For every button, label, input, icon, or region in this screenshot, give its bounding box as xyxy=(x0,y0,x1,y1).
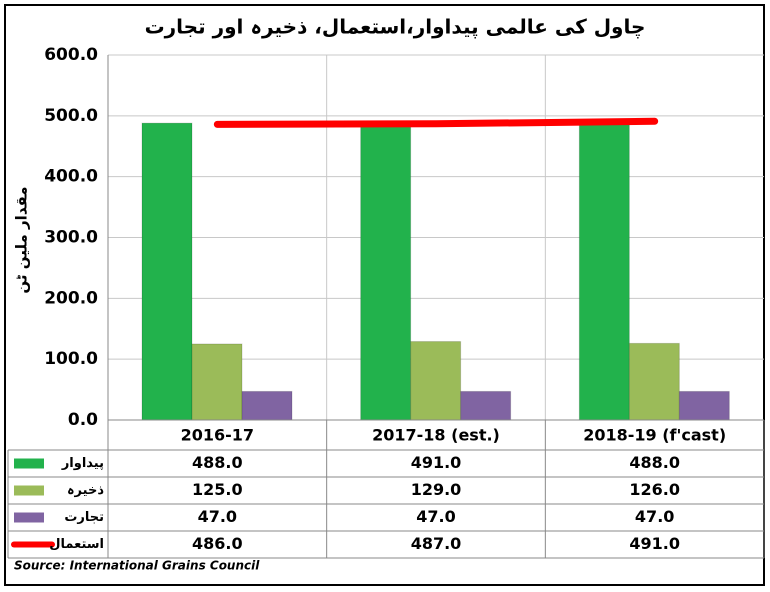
y-tick-label: 500.0 xyxy=(44,106,98,126)
bar xyxy=(460,390,512,421)
legend-swatch xyxy=(14,458,44,469)
y-tick-label: 0.0 xyxy=(68,410,98,430)
legend-swatch xyxy=(14,512,44,523)
legend-label: ذخیرہ xyxy=(67,483,104,498)
y-tick-label: 100.0 xyxy=(44,349,98,369)
bar xyxy=(360,120,412,421)
table-value: 129.0 xyxy=(411,480,462,499)
table-value: 488.0 xyxy=(192,453,243,472)
y-tick-label: 300.0 xyxy=(44,228,98,248)
table-value: 486.0 xyxy=(192,534,243,553)
table-value: 488.0 xyxy=(629,453,680,472)
x-tick-label: 2016-17 xyxy=(181,426,254,445)
legend-label: پیداوار xyxy=(61,456,104,471)
bar xyxy=(241,390,293,421)
bar xyxy=(678,390,730,421)
legend-label: استعمال xyxy=(49,537,104,552)
table-value: 126.0 xyxy=(629,480,680,499)
table-value: 47.0 xyxy=(198,507,237,526)
y-axis-title: مقدار ملین ٹن xyxy=(13,186,31,293)
y-tick-label: 600.0 xyxy=(44,45,98,65)
chart-title: چاول کی عالمی پیداوار،استعمال، ذخیرہ اور… xyxy=(145,15,646,40)
y-tick-label: 200.0 xyxy=(44,288,98,308)
source: Source: International Grains Council xyxy=(14,559,260,573)
table-value: 125.0 xyxy=(192,480,243,499)
x-tick-label: 2017-18 (est.) xyxy=(372,426,500,445)
table-value: 487.0 xyxy=(411,534,462,553)
bar xyxy=(628,342,680,421)
table-value: 47.0 xyxy=(416,507,455,526)
table-value: 491.0 xyxy=(411,453,462,472)
line-series xyxy=(213,117,659,128)
table-value: 47.0 xyxy=(635,507,674,526)
y-tick-label: 400.0 xyxy=(44,167,98,187)
bar xyxy=(578,122,630,421)
bar xyxy=(141,122,193,421)
bar xyxy=(191,343,243,421)
bar xyxy=(410,341,462,421)
x-tick-label: 2018-19 (f'cast) xyxy=(583,426,726,445)
legend-swatch xyxy=(14,485,44,496)
table-value: 491.0 xyxy=(629,534,680,553)
legend-label: تجارت xyxy=(64,510,104,525)
